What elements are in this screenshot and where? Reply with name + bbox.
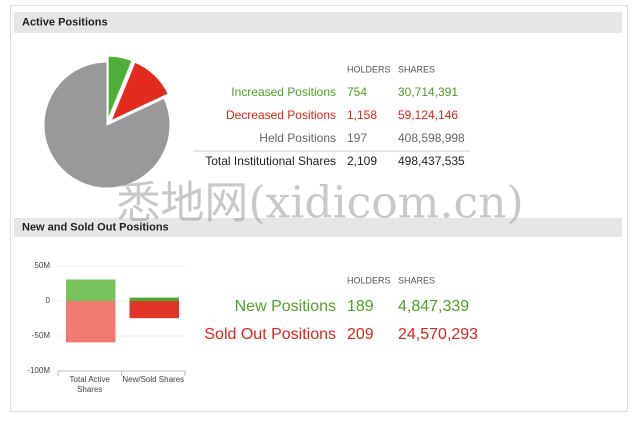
x-tick-label-box: New/Sold Shares <box>122 375 185 384</box>
pie-slice <box>110 61 169 122</box>
shares: 24,570,293 <box>398 326 478 343</box>
x-tick-label-box: Total Active Shares <box>69 375 110 394</box>
watermark: 悉地网(xidicom.cn) <box>116 178 523 229</box>
bar <box>66 301 116 343</box>
column-header: SHARES <box>398 275 435 285</box>
y-tick-label: -100M <box>27 366 50 375</box>
column-header: HOLDERS <box>347 275 391 285</box>
pie-slice <box>107 55 133 120</box>
y-tick-label: -50M <box>32 331 51 340</box>
shares: 498,437,535 <box>398 154 465 168</box>
column-header: HOLDERS <box>347 64 391 74</box>
holders: 209 <box>347 326 374 343</box>
x-tick-label: New/Sold Shares <box>122 375 185 384</box>
holders: 1,158 <box>347 108 377 122</box>
holders: 197 <box>347 131 367 145</box>
bar <box>66 279 116 301</box>
pie-slice <box>43 61 171 189</box>
row-label: Increased Positions <box>231 85 336 99</box>
shares: 4,847,339 <box>398 298 469 315</box>
column-header: SHARES <box>398 64 435 74</box>
section-title: New and Sold Out Positions <box>22 221 169 233</box>
row-label: Total Institutional Shares <box>205 154 336 168</box>
content: Increased Positions 754 30,714,391 Decrease… <box>27 55 478 394</box>
row-label: New Positions <box>235 298 336 315</box>
y-tick-label: 0 <box>46 296 51 305</box>
shares: 30,714,391 <box>398 85 458 99</box>
holders: 189 <box>347 298 374 315</box>
x-tick-label: Total Active Shares <box>69 375 110 394</box>
holders: 754 <box>347 85 367 99</box>
row-label: Sold Out Positions <box>204 326 336 343</box>
section-title: Active Positions <box>22 16 108 28</box>
shares: 59,124,146 <box>398 108 458 122</box>
shares: 408,598,998 <box>398 131 465 145</box>
section-header <box>14 218 622 237</box>
section-header <box>14 12 622 33</box>
row-label: Decreased Positions <box>226 108 336 122</box>
y-tick-label: 50M <box>34 261 50 270</box>
row-label: Held Positions <box>259 131 336 145</box>
bar <box>129 297 179 301</box>
holders: 2,109 <box>347 154 377 168</box>
bar <box>129 301 179 319</box>
